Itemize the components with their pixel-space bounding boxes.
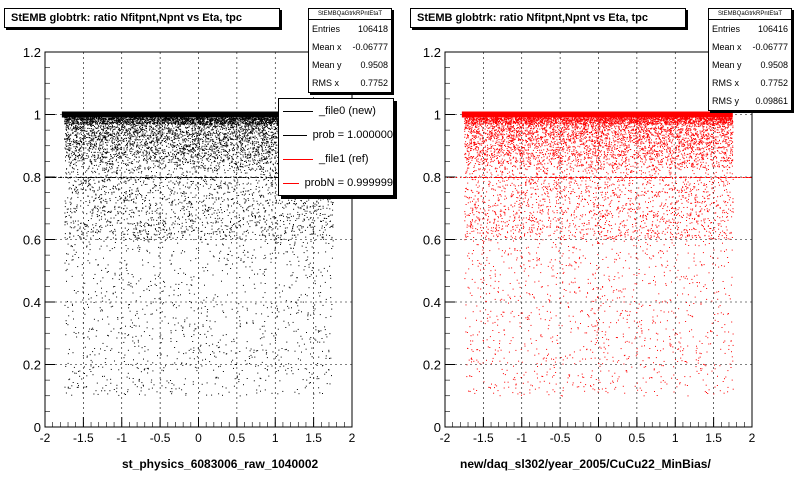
x-tick-label: -0.5 — [550, 431, 571, 445]
y-tick-label: 1.2 — [23, 45, 41, 60]
right-stats-mean-y: 0.9508 — [760, 60, 788, 70]
x-tick-label: -1 — [116, 431, 127, 445]
x-tick-label: 2 — [749, 431, 756, 445]
left-stats-box: StEMBQaGtrkRPntEtaT Entries 106418 Mean x… — [308, 8, 392, 93]
x-tick-label: 2 — [349, 431, 356, 445]
y-tick-label: 0.8 — [423, 170, 441, 185]
x-tick-label: -1.5 — [73, 431, 94, 445]
legend-entry-probn: probN = 0.999999 — [279, 171, 393, 195]
left-stats-entries: 106418 — [357, 24, 388, 34]
left-chart-title: StEMB globtrk: ratio Nfitpnt,Npnt vs Eta… — [4, 8, 280, 28]
x-tick-label: 0 — [195, 431, 202, 445]
y-tick-label: 1 — [34, 108, 41, 123]
y-tick-label: 0.4 — [23, 295, 41, 310]
y-tick-label: 0 — [434, 420, 441, 435]
saturation-band — [461, 111, 733, 118]
right-chart-title: StEMB globtrk: ratio Nfitpnt,Npnt vs Eta… — [410, 8, 686, 28]
y-tick-label: 0.8 — [23, 170, 41, 185]
x-tick-label: 1 — [672, 431, 679, 445]
y-tick-label: 0.2 — [423, 358, 441, 373]
left-x-axis-label: st_physics_6083006_raw_1040002 — [122, 457, 319, 471]
x-tick-label: 1 — [272, 431, 279, 445]
legend-line-black — [283, 134, 307, 136]
right-stats-mean-x: -0.06777 — [752, 42, 788, 52]
legend-line-red — [283, 158, 313, 160]
x-tick-label: 0.5 — [629, 431, 646, 445]
right-x-axis-label: new/daq_sl302/year_2005/CuCu22_MinBias/ — [460, 457, 711, 471]
x-tick-label: -1.5 — [473, 431, 494, 445]
x-tick-label: -2 — [40, 431, 51, 445]
left-stats-rms-x: 0.7752 — [360, 78, 388, 88]
x-tick-label: 1.5 — [705, 431, 722, 445]
left-stats-mean-y: 0.9508 — [360, 60, 388, 70]
legend-box: _file0 (new) prob = 1.000000 _file1 (ref… — [278, 98, 394, 196]
legend-entry-file0: _file0 (new) — [279, 99, 393, 123]
y-tick-label: 0.6 — [423, 233, 441, 248]
left-stats-mean-x: -0.06777 — [352, 42, 388, 52]
legend-entry-file1: _file1 (ref) — [279, 147, 393, 171]
y-tick-label: 0 — [34, 420, 41, 435]
x-tick-label: 0.5 — [229, 431, 246, 445]
right-stats-name: StEMBQaGtrkRPntEtaT — [709, 9, 791, 20]
legend-line-black — [283, 110, 313, 112]
y-tick-label: 1 — [434, 108, 441, 123]
y-tick-label: 0.6 — [23, 233, 41, 248]
x-tick-label: -2 — [440, 431, 451, 445]
y-tick-label: 0.2 — [23, 358, 41, 373]
legend-entry-prob: prob = 1.000000 — [279, 123, 393, 147]
left-stats-name: StEMBQaGtrkRPntEtaT — [309, 9, 391, 20]
scatter-points — [446, 111, 752, 397]
x-tick-label: -0.5 — [150, 431, 171, 445]
right-stats-rms-y: 0.09861 — [755, 96, 788, 106]
x-tick-label: 0 — [595, 431, 602, 445]
legend-line-red — [283, 182, 299, 184]
y-tick-label: 0.4 — [423, 295, 441, 310]
x-tick-label: -1 — [516, 431, 527, 445]
right-plot: -2 -1.5 -1 -0.5 0 0.5 1 1.5 2 0 0.2 0.4 0.6 0.8 1 1.2 — [423, 45, 756, 445]
x-tick-label: 1.5 — [305, 431, 322, 445]
right-stats-box: StEMBQaGtrkRPntEtaT Entries 106416 Mean x… — [708, 8, 792, 111]
y-tick-label: 1.2 — [423, 45, 441, 60]
right-stats-rms-x: 0.7752 — [760, 78, 788, 88]
saturation-band — [61, 111, 333, 118]
right-stats-entries: 106416 — [757, 24, 788, 34]
